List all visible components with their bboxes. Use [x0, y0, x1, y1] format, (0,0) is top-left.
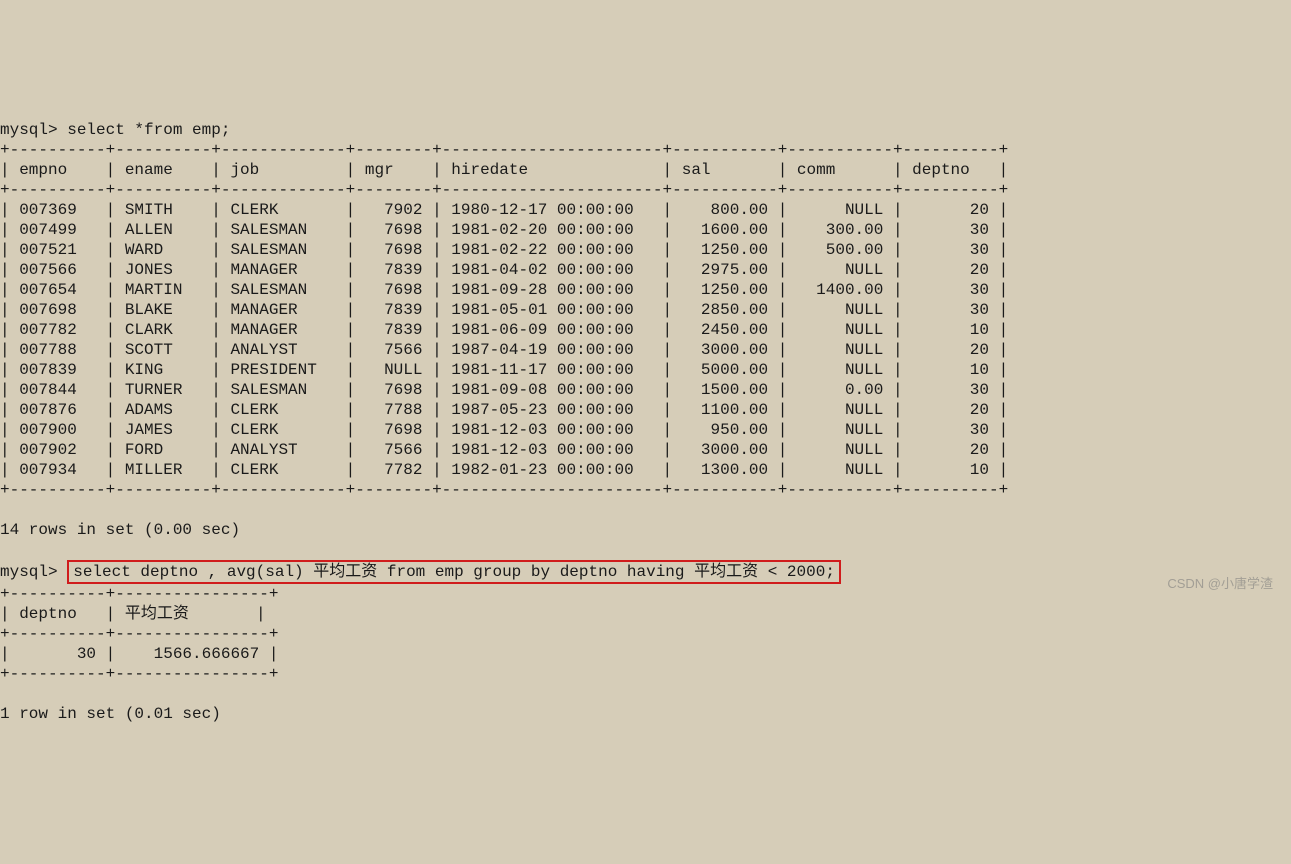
query-line-2: mysql> select deptno , avg(sal) 平均工资 fro… — [0, 563, 841, 581]
watermark: CSDN @小唐学渣 — [1167, 576, 1273, 592]
prompt: mysql> — [0, 121, 58, 139]
query1-text: select *from emp; — [67, 121, 230, 139]
result2: 1 row in set (0.01 sec) — [0, 705, 221, 723]
table1: +----------+----------+-------------+---… — [0, 140, 1291, 500]
result1: 14 rows in set (0.00 sec) — [0, 521, 240, 539]
prompt: mysql> — [0, 563, 58, 581]
table2: +----------+----------------+ | deptno |… — [0, 584, 1291, 684]
mysql-terminal: mysql> select *from emp; +----------+---… — [0, 80, 1291, 724]
highlighted-query: select deptno , avg(sal) 平均工资 from emp g… — [67, 560, 841, 584]
query2-text: select deptno , avg(sal) 平均工资 from emp g… — [73, 563, 835, 581]
query-line-1: mysql> select *from emp; — [0, 121, 230, 139]
